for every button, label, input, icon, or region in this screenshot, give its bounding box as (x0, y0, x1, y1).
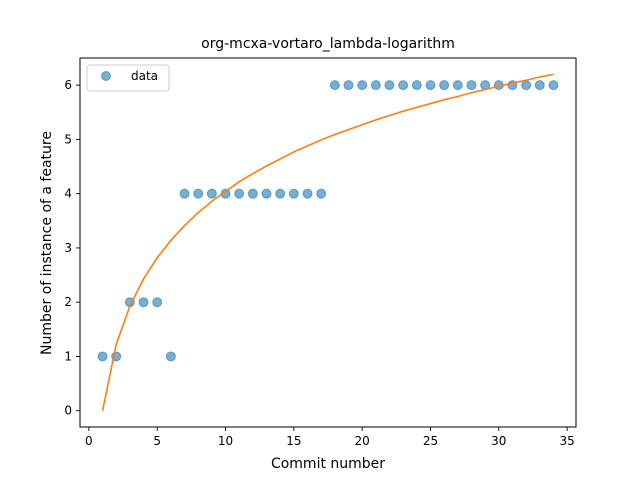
legend-label: data (131, 69, 158, 83)
x-tick-label: 10 (218, 434, 233, 448)
data-point (288, 188, 299, 199)
data-point (220, 188, 231, 199)
data-point (411, 80, 422, 91)
data-point (165, 351, 176, 362)
y-axis-label: Number of instance of a feature (39, 131, 55, 355)
x-tick-label: 25 (423, 434, 438, 448)
data-point (302, 188, 313, 199)
y-tick-label: 4 (64, 187, 72, 201)
axes-frame (79, 57, 577, 428)
data-point (466, 80, 477, 91)
x-tick-label: 0 (85, 434, 93, 448)
data-point (97, 351, 108, 362)
x-axis-label: Commit number (271, 456, 385, 472)
y-tick-label: 6 (64, 78, 72, 92)
x-tick-label: 35 (559, 434, 574, 448)
x-axis-ticks: 0 5 10 15 20 25 30 35 (85, 427, 575, 448)
data-point (261, 188, 272, 199)
legend-marker (101, 71, 111, 81)
x-tick-label: 5 (153, 434, 161, 448)
x-tick-label: 15 (286, 434, 301, 448)
chart-title: org-mcxa-vortaro_lambda-logarithm (201, 36, 455, 52)
data-point (398, 80, 409, 91)
data-point (152, 297, 163, 308)
data-point (357, 80, 368, 91)
data-point (452, 80, 463, 91)
y-tick-label: 3 (64, 241, 72, 255)
data-point (370, 80, 381, 91)
data-point (247, 188, 258, 199)
data-point (193, 188, 204, 199)
y-tick-label: 0 (64, 404, 72, 418)
data-point (534, 80, 545, 91)
x-tick-label: 20 (355, 434, 370, 448)
data-point (275, 188, 286, 199)
data-point (425, 80, 436, 91)
plot-area (97, 73, 559, 411)
data-point (316, 188, 327, 199)
data-point (384, 80, 395, 91)
data-point (329, 80, 340, 91)
legend: data (86, 64, 170, 92)
data-point (521, 80, 532, 91)
data-point (206, 188, 217, 199)
data-point (439, 80, 450, 91)
data-point (234, 188, 245, 199)
fit-line (101, 73, 554, 411)
y-axis-ticks: 0 1 2 3 4 5 6 (64, 78, 80, 418)
y-tick-label: 2 (64, 295, 72, 309)
data-point (179, 188, 190, 199)
x-tick-label: 30 (491, 434, 506, 448)
data-point (138, 297, 149, 308)
data-point (548, 80, 559, 91)
y-tick-label: 5 (64, 132, 72, 146)
data-point (343, 80, 354, 91)
y-tick-label: 1 (64, 349, 72, 363)
